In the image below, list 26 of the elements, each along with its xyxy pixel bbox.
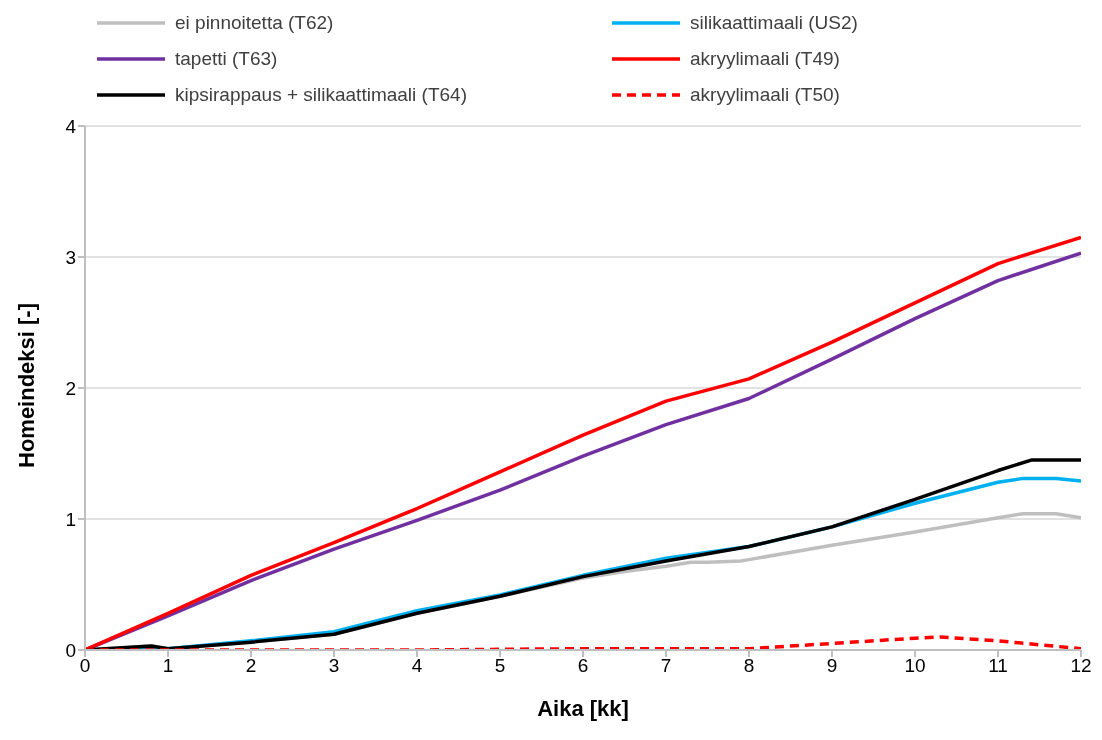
legend-label: silikaattimaali (US2) (690, 12, 858, 34)
x-tick-label: 2 (245, 655, 257, 677)
legend-label: akryylimaali (T49) (690, 48, 840, 70)
y-tick-label: 2 (65, 377, 76, 399)
legend-label: akryylimaali (T50) (690, 84, 840, 106)
x-axis-title: Aika [kk] (537, 696, 629, 721)
x-tick-label: 0 (79, 655, 91, 677)
x-tick-label: 11 (988, 655, 1008, 677)
x-tick-label: 8 (743, 655, 755, 677)
x-tick-label: 6 (577, 655, 589, 677)
y-tick-label: 1 (65, 508, 76, 530)
y-tick-label: 3 (65, 246, 76, 268)
x-tick-label: 9 (826, 655, 838, 677)
y-tick-label: 4 (65, 115, 77, 137)
x-tick-label: 12 (1070, 655, 1092, 677)
x-tick-label: 7 (660, 655, 672, 677)
x-tick-label: 3 (328, 655, 340, 677)
y-tick-label: 0 (65, 639, 76, 661)
legend-label: kipsirappaus + silikaattimaali (T64) (175, 84, 467, 106)
x-tick-label: 5 (494, 655, 506, 677)
x-tick-label: 1 (162, 655, 174, 677)
legend-label: tapetti (T63) (175, 48, 278, 70)
legend-label: ei pinnoitetta (T62) (175, 12, 334, 34)
x-tick-label: 4 (411, 655, 423, 677)
x-tick-label: 10 (904, 655, 926, 677)
y-axis-title: Homeindeksi [-] (13, 302, 39, 468)
